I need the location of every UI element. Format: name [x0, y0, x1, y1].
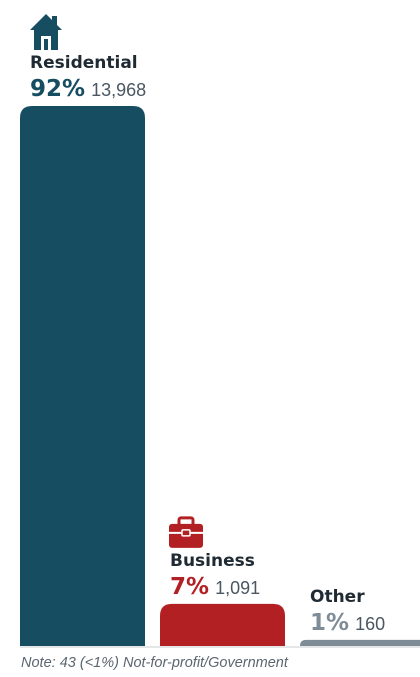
briefcase-icon [169, 516, 203, 548]
category-label-business: Business [170, 551, 255, 571]
count-label-residential: 13,968 [91, 80, 146, 100]
value-label-business: 7% 1,091 [170, 574, 260, 600]
bar-other [300, 639, 420, 646]
category-label-residential: Residential [30, 53, 138, 73]
note-text: 43 (<1%) Not-for-profit/Government [59, 655, 288, 671]
chart-canvas: Residential 92% 13,968 Business 7% 1,091 Other… [20, 14, 420, 648]
house-icon [30, 14, 62, 50]
count-label-business: 1,091 [215, 578, 260, 598]
percent-label-residential: 92% [30, 76, 85, 102]
house-chimney [52, 16, 57, 25]
briefcase-clasp [181, 529, 191, 537]
house-body [30, 14, 62, 50]
percent-label-other: 1% [310, 610, 349, 636]
percent-label-business: 7% [170, 574, 209, 600]
bar-business [160, 603, 285, 646]
note-prefix: Note: [21, 655, 56, 671]
house-door [41, 36, 51, 50]
category-label-other: Other [310, 587, 365, 607]
chart-note: Note: 43 (<1%) Not-for-profit/Government [21, 655, 416, 671]
value-label-other: 1% 160 [310, 610, 385, 636]
count-label-other: 160 [355, 614, 385, 634]
value-label-residential: 92% 13,968 [30, 76, 146, 102]
bar-residential [20, 106, 145, 646]
